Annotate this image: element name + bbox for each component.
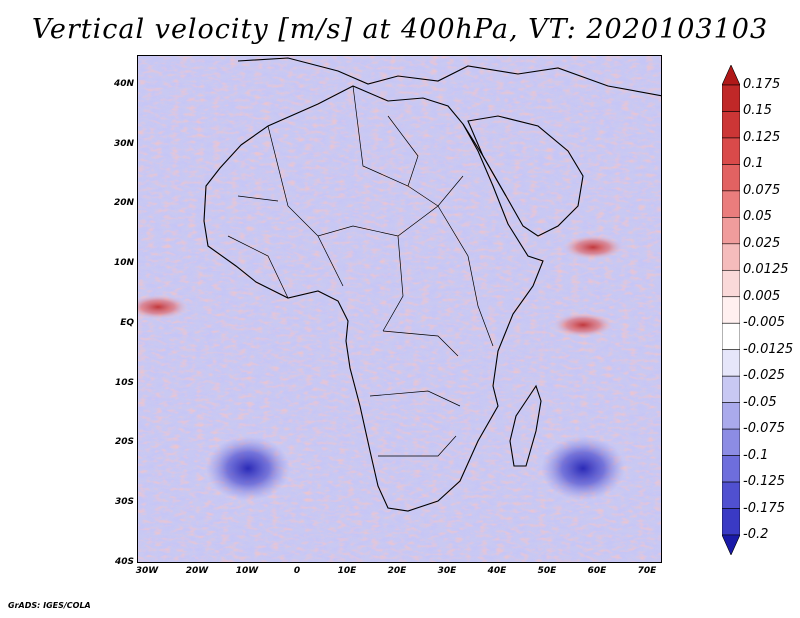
lat-label: 10S	[114, 377, 134, 388]
features-layer	[138, 235, 625, 501]
lat-label: EQ	[120, 317, 134, 328]
plot-title: Vertical velocity [m/s] at 400hPa, VT: 2…	[31, 14, 769, 45]
colorbar-cell	[722, 455, 740, 483]
colorbar-label: 0.125	[743, 129, 781, 145]
colorbar-cell	[722, 428, 740, 456]
ascent-near-10N-60E	[563, 235, 623, 260]
vertical-velocity-map	[138, 56, 661, 562]
lon-label: 50E	[537, 566, 557, 576]
colorbar-label: -0.05	[743, 394, 777, 410]
lat-label: 30S	[114, 497, 134, 508]
colorbar-label: 0.025	[743, 235, 781, 251]
colorbar-cell	[722, 164, 740, 192]
colorbar-cell	[722, 111, 740, 139]
cyclone-south-indian-ocean	[541, 436, 625, 501]
colorbar-cell	[722, 217, 740, 245]
lat-label: 10N	[113, 258, 134, 269]
madagascar-coastline	[509, 384, 542, 467]
colorbar-cell	[722, 269, 740, 298]
equatorial-ascent-atlantic	[138, 295, 188, 320]
colorbar-label: 0.075	[743, 182, 781, 198]
colorbar-max-arrow	[722, 65, 740, 86]
colorbar-cell	[722, 481, 740, 509]
colorbar-label: 0.175	[743, 77, 781, 92]
colorbar-cell	[722, 84, 740, 112]
colorbar-cell	[722, 296, 740, 324]
lon-label: 40E	[487, 566, 507, 576]
colorbar-label: 0.1	[743, 156, 764, 172]
colorbar-cell	[722, 243, 740, 271]
colorbar-label: -0.005	[743, 315, 785, 331]
colorbar-label: -0.025	[743, 368, 785, 384]
colorbar-cell	[722, 190, 740, 218]
lat-label: 20N	[113, 198, 134, 209]
cyclone-south-atlantic	[206, 436, 290, 501]
colorbar-label: 0.05	[743, 209, 772, 225]
lat-label: 20S	[114, 437, 134, 448]
africa-coastline	[203, 85, 544, 512]
europe-coastline	[237, 57, 661, 97]
lon-label: 10E	[337, 566, 357, 576]
lon-label: 10W	[235, 566, 259, 576]
colorbar-label: -0.1	[743, 447, 769, 463]
colorbar-cell	[722, 322, 740, 351]
lon-label: 70E	[637, 566, 657, 576]
colorbar-label: -0.075	[743, 421, 785, 437]
colorbar-cell	[722, 508, 740, 536]
coastlines	[203, 57, 661, 512]
colorbar-label: -0.2	[743, 527, 769, 542]
colorbar	[722, 65, 740, 555]
colorbar-label: -0.175	[743, 500, 785, 516]
colorbar-label: -0.0125	[743, 341, 794, 357]
grads-credit: GrADS: IGES/COLA	[8, 601, 91, 610]
country-borders	[227, 85, 494, 457]
lon-label: 30E	[437, 566, 457, 576]
lon-label: 0	[293, 566, 301, 576]
lat-label: 30N	[113, 138, 134, 149]
colorbar-label: 0.15	[743, 103, 772, 119]
lon-label: 20W	[185, 566, 209, 576]
colorbar-cell	[722, 375, 740, 403]
lon-label: 30W	[135, 566, 159, 576]
lon-label: 20E	[387, 566, 407, 576]
colorbar-cell	[722, 137, 740, 165]
colorbar-label: -0.125	[743, 474, 785, 490]
equatorial-ascent-indian	[553, 312, 613, 337]
colorbar-cell	[722, 402, 740, 430]
colorbar-cell	[722, 349, 740, 377]
red-sea-coastline	[462, 123, 507, 197]
lat-label: 40S	[114, 557, 134, 567]
map-panel	[137, 55, 662, 563]
colorbar-label: 0.005	[743, 288, 781, 304]
lat-label: 40N	[113, 78, 134, 89]
lon-label: 60E	[587, 566, 607, 576]
colorbar-min-arrow	[722, 534, 740, 555]
colorbar-label: 0.0125	[743, 262, 789, 278]
